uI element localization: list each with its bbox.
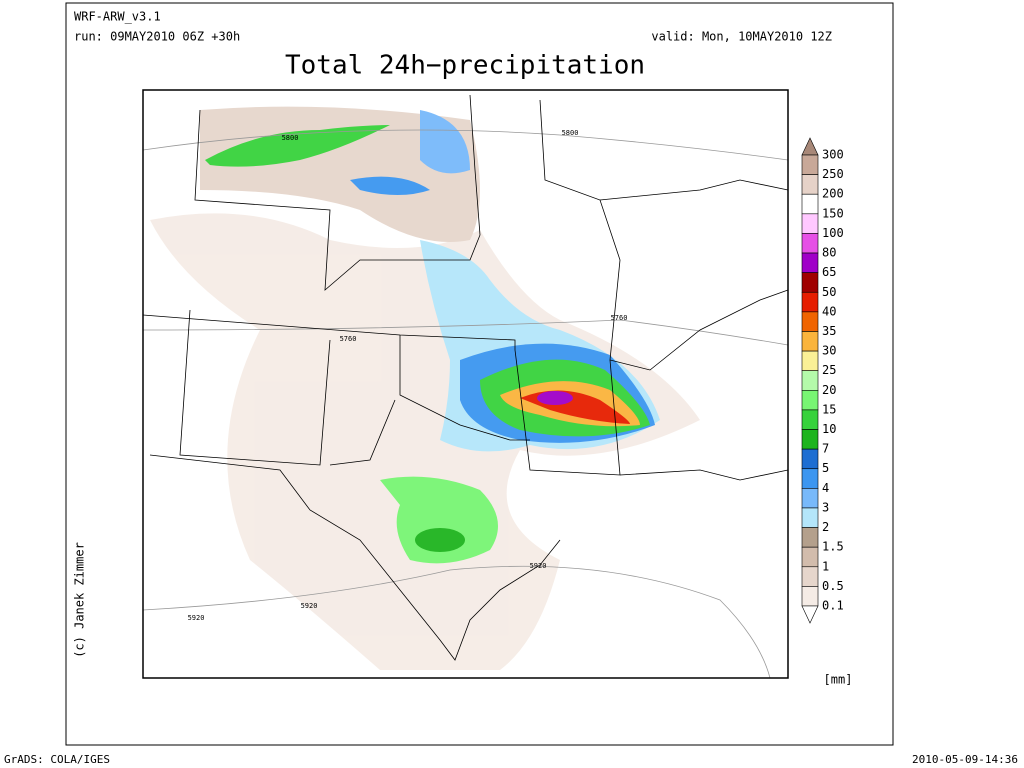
legend-swatch xyxy=(801,409,819,430)
legend-label: 1 xyxy=(822,559,829,573)
map-title: Total 24h−precipitation xyxy=(285,51,645,81)
border-line xyxy=(179,309,331,466)
legend-swatch xyxy=(801,174,819,195)
legend-swatch xyxy=(801,154,819,175)
legend-label: 0.5 xyxy=(822,579,844,593)
legend-swatch xyxy=(801,586,819,607)
precip-light xyxy=(150,213,700,671)
legend-label: 1.5 xyxy=(822,540,844,554)
precip-mid xyxy=(205,125,390,167)
legend-swatch xyxy=(801,350,819,371)
legend-swatch xyxy=(801,390,819,411)
border-line xyxy=(329,399,396,466)
legend-swatch xyxy=(801,527,819,548)
legend-label: 30 xyxy=(822,344,836,358)
legend-swatch xyxy=(801,566,819,587)
credit: (c) Janek Zimmer xyxy=(73,542,87,658)
valid-info: valid: Mon, 10MAY2010 12Z xyxy=(651,30,832,44)
border-line xyxy=(149,454,561,661)
legend-label: 40 xyxy=(822,304,836,318)
legend-label: 15 xyxy=(822,402,836,416)
legend-label: 0.1 xyxy=(822,599,844,613)
footer-left: GrADS: COLA/IGES xyxy=(4,753,110,766)
contour-label: 5920 xyxy=(301,602,318,610)
legend-label: 300 xyxy=(822,148,844,162)
legend-swatch xyxy=(801,468,819,489)
legend-label: 80 xyxy=(822,246,836,260)
border-line xyxy=(194,94,481,291)
precip-max xyxy=(537,391,573,405)
contour-line xyxy=(142,129,789,161)
legend-triangle xyxy=(801,605,819,624)
precipitation xyxy=(150,106,700,671)
legend-swatch xyxy=(801,488,819,509)
state-borders xyxy=(142,94,789,661)
contour-line xyxy=(142,565,771,679)
legend-label: 65 xyxy=(822,265,836,279)
legend-label: 50 xyxy=(822,285,836,299)
border-line xyxy=(619,469,789,481)
legend-swatch xyxy=(801,448,819,470)
legend-label: 150 xyxy=(822,206,844,220)
precip-mid xyxy=(380,476,498,564)
legend-label: 20 xyxy=(822,383,836,397)
legend-swatch xyxy=(801,272,819,293)
contour-line xyxy=(142,319,789,346)
contour-label: 5760 xyxy=(340,335,357,343)
contour-label: 5920 xyxy=(188,614,205,622)
border-line xyxy=(539,99,789,371)
border-line xyxy=(599,179,789,201)
run-info: run: 09MAY2010 06Z +30h xyxy=(74,30,240,44)
legend-swatch xyxy=(801,213,819,234)
outer-frame xyxy=(65,2,894,746)
contour-label: 5760 xyxy=(611,314,628,322)
precip-mid xyxy=(350,176,430,195)
legend-label: 7 xyxy=(822,442,829,456)
map: 5800 5800 5760 5760 5920 5920 5920 xyxy=(142,89,789,679)
legend-swatch xyxy=(801,370,819,391)
legend-label: 2 xyxy=(822,520,829,534)
legend-label: 10 xyxy=(822,422,836,436)
legend-swatch xyxy=(801,331,819,352)
legend-triangle xyxy=(801,137,819,156)
precip-mid xyxy=(415,528,465,552)
legend-label: 3 xyxy=(822,500,829,514)
legend: 300 250 200 150 100 80 65 50 40 35 30 25 20 15 10 7 5 4 3 2… xyxy=(801,137,844,624)
legend-swatch xyxy=(801,546,819,568)
legend-swatch xyxy=(801,429,819,450)
height-contours xyxy=(142,129,789,679)
legend-swatch xyxy=(801,233,819,254)
legend-label: 4 xyxy=(822,481,829,495)
legend-swatch xyxy=(801,311,819,332)
legend-label: 200 xyxy=(822,187,844,201)
footer-right: 2010-05-09-14:36 xyxy=(912,753,1018,766)
contour-label: 5800 xyxy=(562,129,579,137)
contour-label: 5800 xyxy=(282,134,299,142)
precip-low xyxy=(420,110,470,174)
legend-label: 35 xyxy=(822,324,836,338)
model-name: WRF-ARW_v3.1 xyxy=(74,10,161,24)
legend-swatch xyxy=(801,291,819,313)
legend-swatch xyxy=(801,193,819,215)
border-line xyxy=(399,335,530,441)
legend-swatch xyxy=(801,252,819,273)
legend-unit: [mm] xyxy=(824,673,853,687)
legend-label: 100 xyxy=(822,226,844,240)
legend-swatch xyxy=(801,507,819,528)
map-frame xyxy=(142,89,789,679)
legend-label: 5 xyxy=(822,461,829,475)
legend-label: 25 xyxy=(822,363,836,377)
contour-label: 5920 xyxy=(530,562,547,570)
legend-label: 250 xyxy=(822,167,844,181)
